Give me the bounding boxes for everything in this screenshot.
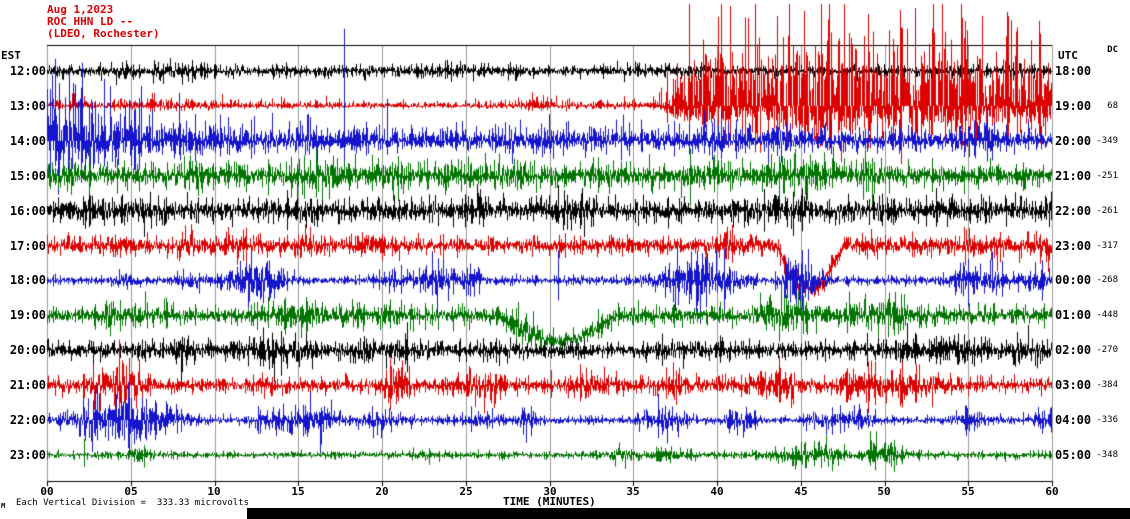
x-tick-label: 40 [710, 485, 724, 498]
x-tick-label: 30 [543, 485, 557, 498]
utc-label: 20:00 [1055, 134, 1092, 148]
x-axis-title: TIME (MINUTES) [503, 495, 596, 508]
title-network: (LDEO, Rochester) [47, 27, 160, 40]
est-label: 20:00 [9, 343, 46, 357]
dc-value: -251 [1096, 171, 1118, 181]
bottom-black-bar [247, 508, 1130, 519]
est-label: 23:00 [9, 448, 46, 462]
dc-value: -261 [1096, 206, 1118, 216]
x-tick-label: 35 [626, 485, 640, 498]
utc-label: 05:00 [1055, 448, 1092, 462]
utc-label: 21:00 [1055, 169, 1092, 183]
x-tick-label: 10 [207, 485, 221, 498]
utc-label: 00:00 [1055, 273, 1092, 287]
title-station: ROC HHN LD -- [47, 15, 134, 28]
est-label: 21:00 [9, 378, 46, 392]
x-tick-label: 50 [877, 485, 891, 498]
utc-label: 19:00 [1055, 99, 1092, 113]
x-tick-label: 20 [375, 485, 389, 498]
dc-value: -268 [1096, 275, 1118, 285]
est-label: 13:00 [9, 99, 46, 113]
corner-mark: M [1, 502, 6, 510]
dc-value: -448 [1096, 310, 1118, 320]
est-label: 19:00 [9, 308, 46, 322]
est-label: 17:00 [9, 239, 46, 253]
title-date: Aug 1,2023 [47, 3, 114, 16]
utc-label: 22:00 [1055, 204, 1092, 218]
dc-column-header: DC [1107, 45, 1118, 55]
dc-value: -349 [1096, 136, 1118, 146]
utc-label: 03:00 [1055, 378, 1092, 392]
est-label: 14:00 [9, 134, 46, 148]
est-label: 12:00 [9, 64, 46, 78]
x-tick-label: 00 [40, 485, 54, 498]
x-tick-label: 05 [124, 485, 138, 498]
utc-label: 02:00 [1055, 343, 1092, 357]
x-tick-label: 15 [291, 485, 305, 498]
est-label: 16:00 [9, 204, 46, 218]
est-label: 15:00 [9, 169, 46, 183]
x-tick-label: 55 [961, 485, 975, 498]
dc-value: -317 [1096, 241, 1118, 251]
vertical-scale-note: Each Vertical Division = 333.33 microvol… [16, 498, 249, 508]
x-tick-label: 25 [459, 485, 473, 498]
right-axis-header: UTC [1058, 49, 1078, 62]
x-tick-label: 45 [794, 485, 808, 498]
dc-value: 68 [1107, 101, 1118, 111]
dc-value: -384 [1096, 380, 1118, 390]
utc-label: 23:00 [1055, 239, 1092, 253]
est-label: 22:00 [9, 413, 46, 427]
left-axis-header: EST [1, 49, 21, 62]
utc-label: 01:00 [1055, 308, 1092, 322]
est-label: 18:00 [9, 273, 46, 287]
dc-value: -336 [1096, 415, 1118, 425]
utc-label: 04:00 [1055, 413, 1092, 427]
utc-label: 18:00 [1055, 64, 1092, 78]
dc-value: -270 [1096, 345, 1118, 355]
x-tick-label: 60 [1045, 485, 1059, 498]
dc-value: -348 [1096, 450, 1118, 460]
